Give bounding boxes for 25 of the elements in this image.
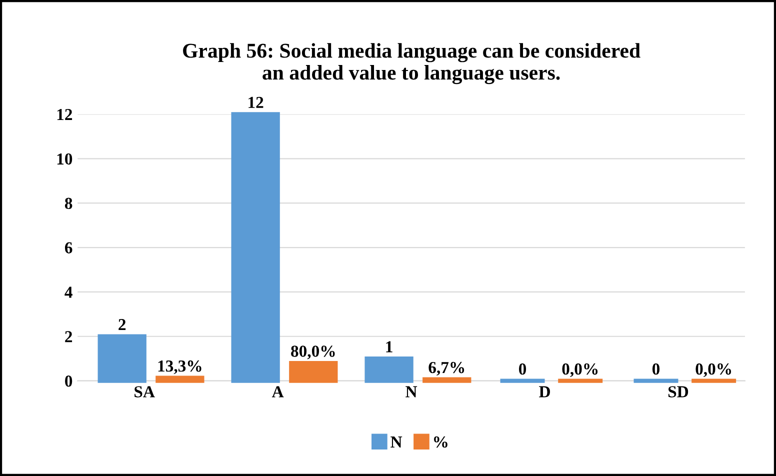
data-label: 6,7% bbox=[428, 362, 464, 376]
y-tick-label: 2 bbox=[65, 331, 72, 342]
data-label: 2 bbox=[118, 319, 126, 330]
y-tick-label: 12 bbox=[57, 108, 72, 120]
x-tick-label: A bbox=[272, 386, 284, 398]
x-tick-label: SA bbox=[134, 386, 155, 398]
data-label: 13,3% bbox=[158, 360, 202, 374]
legend-label: N bbox=[390, 436, 402, 448]
data-label: 0 bbox=[518, 363, 526, 375]
x-tick-label: D bbox=[539, 386, 550, 398]
y-tick-label: 4 bbox=[64, 286, 72, 298]
legend-label: % bbox=[434, 436, 448, 448]
y-tick-label: 6 bbox=[64, 242, 72, 254]
data-label: 1 bbox=[386, 341, 392, 352]
data-label: 0,0% bbox=[562, 363, 598, 378]
data-label: 0,0% bbox=[696, 363, 732, 378]
x-tick-label: N bbox=[406, 386, 418, 398]
chart-title: Graph 56: Social media language can be considered an added value to language users. bbox=[183, 43, 640, 84]
data-label: 0 bbox=[652, 363, 660, 375]
data-label: 12 bbox=[248, 96, 264, 108]
y-tick-label: 8 bbox=[64, 198, 72, 210]
y-tick-label: 10 bbox=[57, 153, 72, 165]
data-label: 80,0% bbox=[291, 346, 335, 360]
x-tick-label: SD bbox=[668, 386, 688, 398]
y-tick-label: 0 bbox=[65, 376, 72, 387]
